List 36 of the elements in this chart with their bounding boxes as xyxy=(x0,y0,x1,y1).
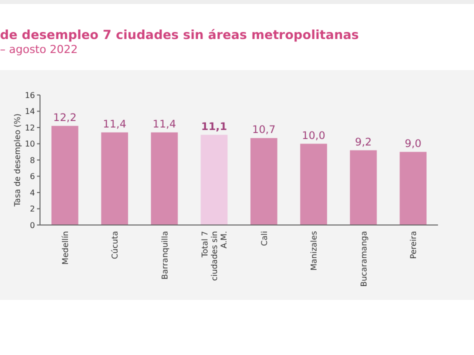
x-tick-label: Barranquilla xyxy=(160,230,170,280)
bar xyxy=(250,138,278,225)
y-axis-title: Tasa de desempleo (%) xyxy=(13,113,22,208)
x-tick-label: Cúcuta xyxy=(110,230,120,260)
bar xyxy=(350,150,377,225)
x-tick-label: Manizales xyxy=(310,231,319,271)
bar xyxy=(300,144,328,225)
data-label: 12,2 xyxy=(53,112,77,124)
x-tick-label: Medellín xyxy=(60,231,70,265)
data-label: 11,1 xyxy=(201,120,228,133)
data-label: 10,7 xyxy=(252,124,276,136)
data-label: 10,0 xyxy=(302,130,326,142)
x-tick-label: Bucaramanga xyxy=(359,230,368,287)
data-label: 11,4 xyxy=(152,118,176,130)
y-tick-label: 12 xyxy=(24,123,35,132)
bar xyxy=(101,132,128,225)
x-tick-label: Total 7 ciudades sin A.M. xyxy=(200,231,229,281)
bar xyxy=(200,134,228,225)
y-tick-label: 10 xyxy=(24,140,35,149)
bar xyxy=(51,126,78,225)
bar xyxy=(150,132,178,225)
y-tick-label: 16 xyxy=(24,90,35,100)
chart-subtitle: – agosto 2022 xyxy=(0,43,78,56)
data-label: 9,2 xyxy=(355,136,372,148)
chart-title: de desempleo 7 ciudades sin áreas metropolitanas xyxy=(0,27,359,42)
y-tick-label: 4 xyxy=(30,188,35,198)
data-label: 11,4 xyxy=(102,118,127,130)
y-tick-label: 0 xyxy=(30,220,35,230)
x-tick-label: Pereira xyxy=(409,230,418,259)
bar xyxy=(400,152,427,225)
y-tick-label: 6 xyxy=(30,172,35,182)
y-tick-label: 8 xyxy=(30,156,35,165)
y-tick-label: 2 xyxy=(30,204,35,214)
data-label: 9,0 xyxy=(404,138,422,150)
x-tick-label: Cali xyxy=(260,231,269,246)
y-tick-label: 14 xyxy=(24,107,35,116)
